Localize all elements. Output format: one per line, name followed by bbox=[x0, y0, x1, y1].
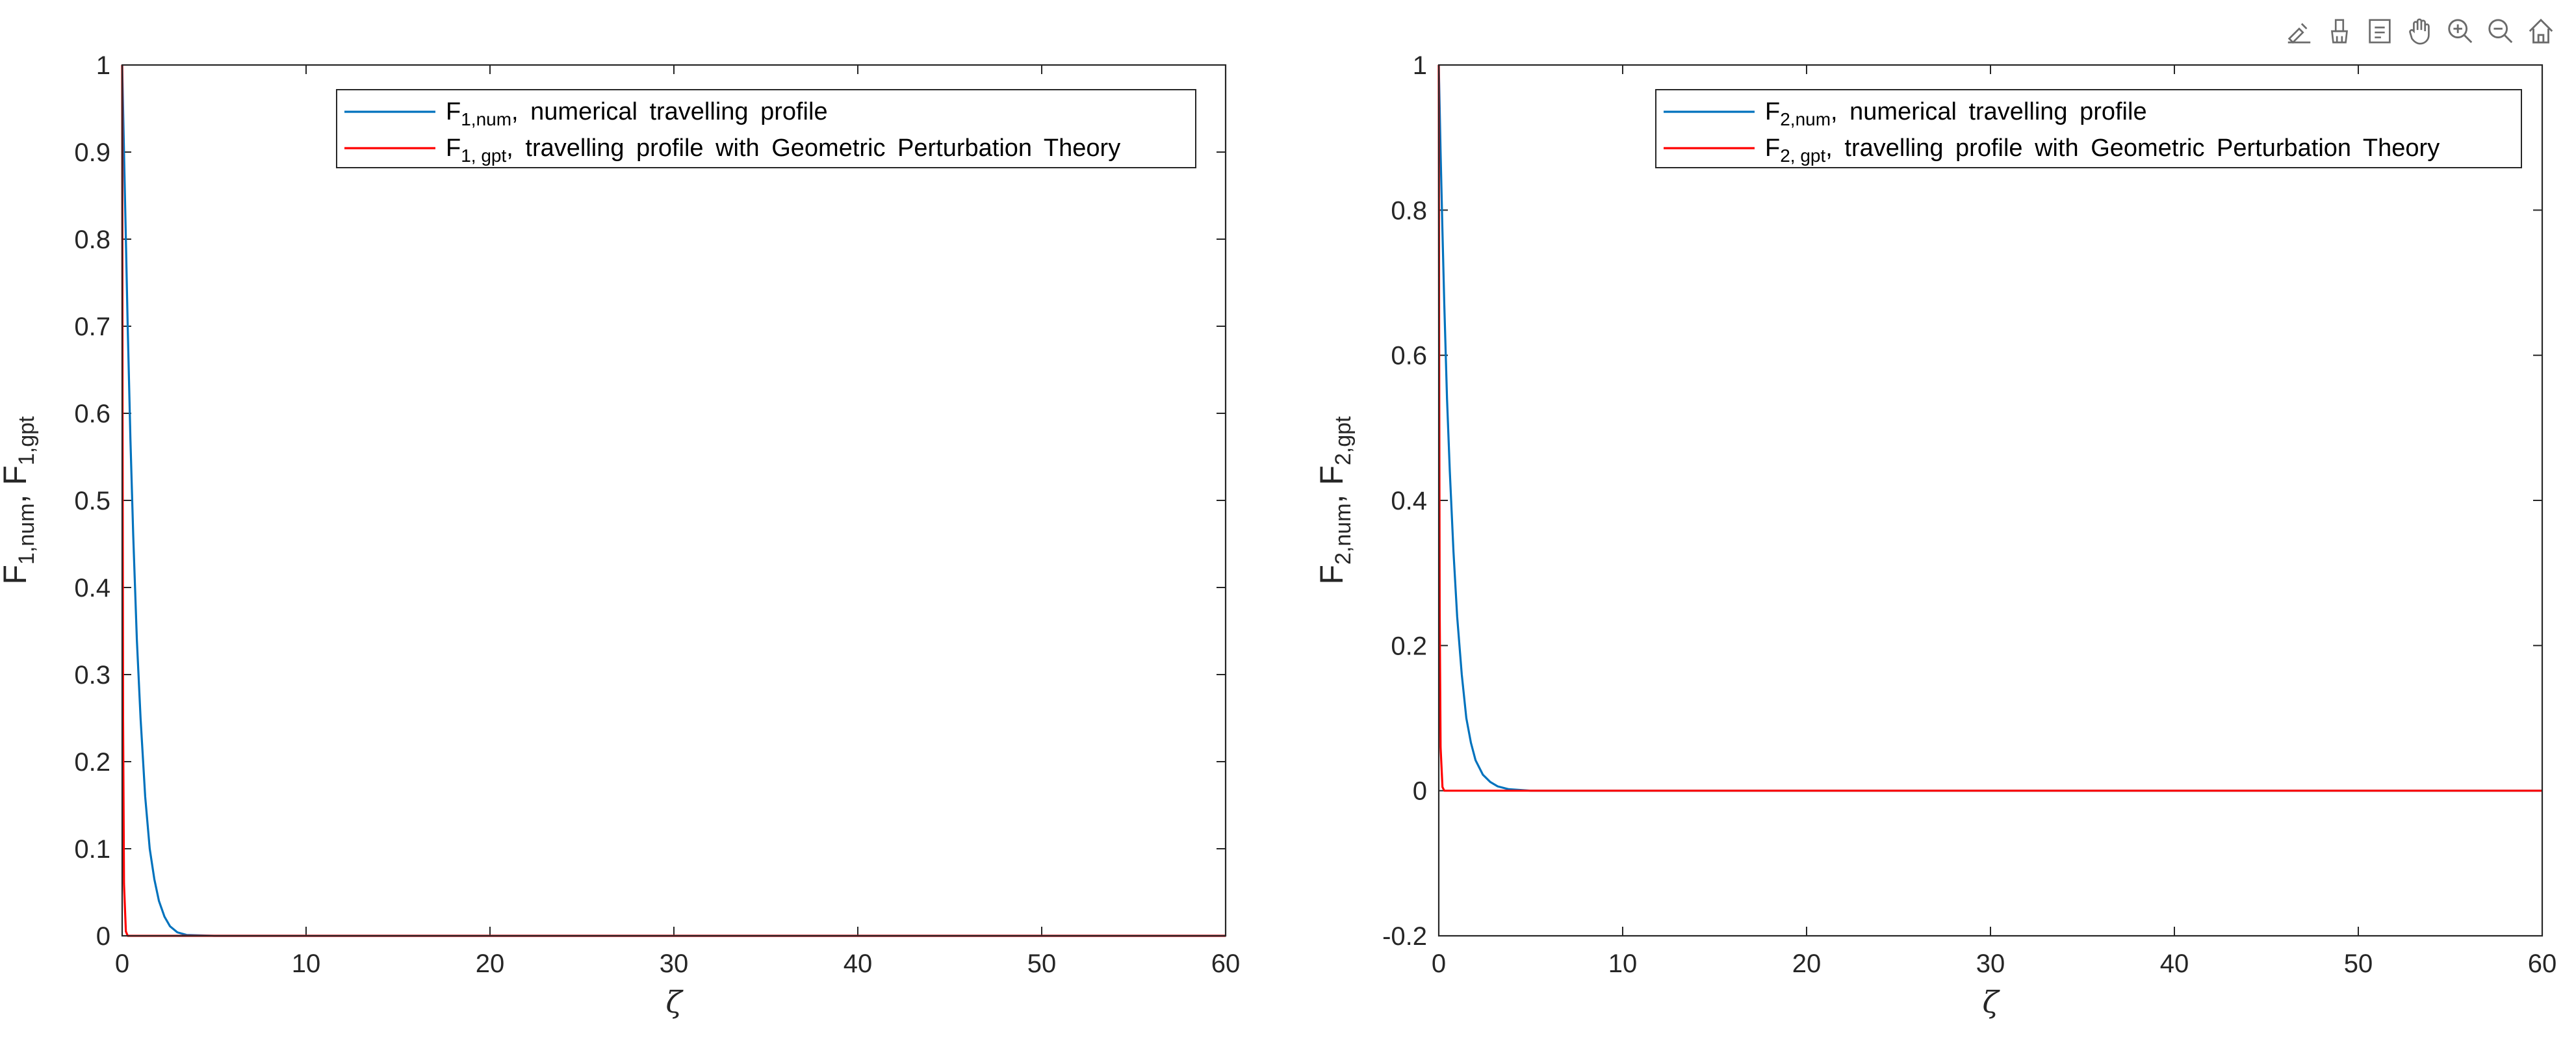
y-tick-label: 0.4 bbox=[1391, 487, 1427, 515]
x-axis-label: ζ bbox=[1983, 985, 2001, 1020]
home-icon[interactable] bbox=[2524, 14, 2558, 48]
x-tick-label: 60 bbox=[1211, 949, 1241, 978]
legend-label: F2, gpt, travelling profile with Geometr… bbox=[1765, 135, 2440, 166]
datatip-box-icon[interactable] bbox=[2363, 14, 2397, 48]
y-tick-label: 0.4 bbox=[74, 574, 110, 602]
plot-area[interactable] bbox=[1439, 65, 2542, 936]
y-tick-label: 0 bbox=[1413, 777, 1427, 806]
y-tick-label: 1 bbox=[96, 51, 110, 80]
axes-box bbox=[121, 64, 1227, 937]
x-tick-label: 60 bbox=[2528, 949, 2557, 978]
legend[interactable]: F2,num, numerical travelling profile F2, … bbox=[1655, 89, 2522, 168]
data-tips-icon[interactable] bbox=[2282, 14, 2316, 48]
y-axis-label: F1,num, F1,gpt bbox=[0, 416, 39, 585]
legend-label: F2,num, numerical travelling profile bbox=[1765, 98, 2147, 129]
y-axis-label: F2,num, F2,gpt bbox=[1313, 416, 1356, 585]
x-tick-label: 10 bbox=[292, 949, 321, 978]
brush-icon[interactable] bbox=[2323, 14, 2356, 48]
legend-box[interactable] bbox=[1655, 89, 2522, 168]
x-tick-label: 10 bbox=[1608, 949, 1638, 978]
y-tick-label: 0.9 bbox=[74, 138, 110, 167]
x-tick-label: 20 bbox=[1792, 949, 1822, 978]
y-tick-label: 0.6 bbox=[1391, 342, 1427, 370]
x-tick-label: 0 bbox=[1432, 949, 1446, 978]
y-tick-label: 0.6 bbox=[74, 400, 110, 428]
x-tick-label: 30 bbox=[1976, 949, 2005, 978]
y-tick-label: 0.2 bbox=[74, 748, 110, 777]
legend-box[interactable] bbox=[336, 89, 1196, 168]
figure-toolbar bbox=[2282, 14, 2558, 48]
zoom-in-icon[interactable] bbox=[2443, 14, 2477, 48]
y-tick-label: 0.2 bbox=[1391, 632, 1427, 660]
legend-label: F1, gpt, travelling profile with Geometr… bbox=[446, 135, 1120, 166]
x-tick-label: 50 bbox=[2344, 949, 2373, 978]
legend[interactable]: F1,num, numerical travelling profile F1, … bbox=[336, 89, 1196, 168]
y-tick-label: -0.2 bbox=[1382, 922, 1427, 951]
x-tick-label: 0 bbox=[115, 949, 129, 978]
y-tick-label: 0 bbox=[96, 922, 110, 951]
plot-area[interactable] bbox=[122, 65, 1226, 936]
y-tick-label: 1 bbox=[1413, 51, 1427, 80]
y-tick-label: 0.8 bbox=[74, 226, 110, 254]
x-tick-label: 40 bbox=[844, 949, 873, 978]
x-axis-label: ζ bbox=[666, 985, 684, 1020]
x-tick-label: 40 bbox=[2160, 949, 2189, 978]
axes-box bbox=[1437, 64, 2544, 937]
x-tick-label: 30 bbox=[660, 949, 689, 978]
x-tick-label: 20 bbox=[476, 949, 505, 978]
zoom-out-icon[interactable] bbox=[2484, 14, 2518, 48]
chart-panel-1: 0 10 20 30 40 50 60 0 0.1 0.2 0.3 0.4 0.5 0.6 0.7 0.8 0.… bbox=[0, 51, 1240, 1020]
y-tick-label: 0.3 bbox=[74, 661, 110, 690]
legend-label: F1,num, numerical travelling profile bbox=[446, 98, 828, 129]
chart-panel-2: 0 10 20 30 40 50 60-0.200.20.40.60.81ζF2,num, … bbox=[1313, 51, 2557, 1020]
x-tick-label: 50 bbox=[1027, 949, 1057, 978]
y-tick-label: 0.7 bbox=[74, 313, 110, 341]
y-tick-label: 0.1 bbox=[74, 835, 110, 864]
pan-hand-icon[interactable] bbox=[2403, 14, 2437, 48]
y-tick-label: 0.8 bbox=[1391, 196, 1427, 225]
y-tick-label: 0.5 bbox=[74, 487, 110, 515]
